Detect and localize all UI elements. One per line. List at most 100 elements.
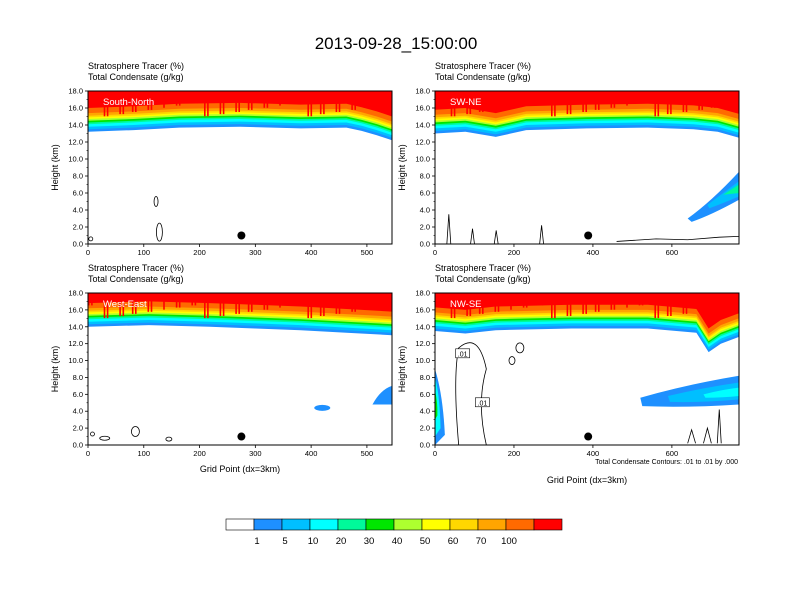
contour-line: [88, 236, 94, 242]
tracer-spike: [713, 91, 716, 108]
y-tick-label: 8.0: [73, 373, 83, 382]
contour-label-box: [455, 348, 470, 359]
tracer-spike: [453, 91, 456, 117]
tracer-spike: [175, 91, 178, 106]
plume-core: [703, 387, 739, 398]
location-marker: [584, 432, 593, 441]
y-axis-label: Height (km): [50, 144, 60, 191]
tracer-spike: [525, 91, 528, 106]
tracer-spike: [435, 293, 437, 306]
panel-tag: NW-SE: [450, 299, 482, 310]
tracer-spike: [91, 91, 93, 104]
tracer-spike: [654, 91, 656, 117]
tracer-spike: [354, 91, 356, 110]
colorbar-tick-label: 5: [282, 536, 287, 547]
x-tick-label: 200: [508, 449, 521, 458]
tracer-spike: [698, 91, 700, 110]
tracer-spike: [279, 293, 281, 308]
contour-line: [99, 435, 111, 441]
tracer-spike: [379, 293, 382, 308]
tracer-spikes: [435, 91, 732, 117]
tracer-field: [435, 293, 739, 445]
x-tick-label: 400: [305, 248, 318, 257]
colorbar-swatch: [281, 518, 311, 531]
panel-nw-se: Stratosphere Tracer (%)Total Condensate …: [397, 263, 740, 485]
x-tick-label: 0: [433, 449, 437, 458]
colorbar-swatch: [337, 518, 367, 531]
tracer-spike: [307, 293, 309, 319]
y-tick-label: 18.0: [68, 87, 83, 96]
tracer-spike: [510, 293, 512, 310]
tracer-spike: [204, 293, 206, 319]
tracer-spike: [435, 91, 437, 104]
tracer-spike: [163, 293, 165, 310]
tracer-spike: [366, 293, 369, 310]
y-tick-label: 8.0: [420, 172, 430, 181]
tracer-spikes: [88, 293, 385, 319]
tracer-spike: [150, 91, 153, 110]
tracer-spike: [551, 91, 553, 117]
contour-line: [446, 214, 544, 244]
tracer-spike: [191, 293, 193, 306]
tracer-spike: [310, 293, 313, 319]
tracer-spike: [119, 293, 121, 316]
tracer-spike: [222, 293, 225, 316]
tracer-spike: [131, 91, 134, 112]
colorbar-swatch: [505, 518, 535, 531]
tracer-spike: [582, 91, 584, 112]
tracer-spike: [525, 293, 528, 308]
y-tick-label: 12.0: [68, 138, 83, 147]
contour-line: [508, 356, 516, 365]
y-tick-label: 4.0: [420, 407, 430, 416]
tracer-spike: [538, 293, 540, 306]
tracer-spike: [88, 91, 90, 104]
x-tick-label: 100: [138, 248, 151, 257]
blob-blue: [314, 404, 331, 411]
tracer-spike: [103, 91, 106, 117]
x-tick-label: 500: [361, 449, 374, 458]
tracer-spike: [626, 293, 628, 308]
tracer-spike: [207, 293, 209, 319]
plot-header-condensate: Total Condensate (g/kg): [435, 274, 531, 284]
tracer-spike: [207, 91, 209, 117]
tracer-spike: [494, 91, 497, 110]
colorbar-tick-label: 50: [420, 536, 431, 547]
contour-line: [165, 436, 173, 442]
tracer-spike: [238, 91, 240, 112]
y-tick-label: 10.0: [68, 356, 83, 365]
tracer-spike: [279, 91, 281, 106]
tracer-field: [88, 293, 392, 445]
tracer-spike: [335, 91, 338, 112]
y-tick-label: 16.0: [415, 305, 430, 314]
tracer-spike: [666, 293, 669, 316]
panel-tag: SW-NE: [450, 97, 482, 108]
tracer-spike: [641, 293, 644, 306]
tracer-spike: [351, 293, 353, 312]
tracer-spike: [613, 293, 616, 310]
colorbar-swatch: [253, 518, 283, 531]
tracer-spike: [266, 91, 269, 108]
y-tick-label: 6.0: [73, 390, 83, 399]
location-marker: [584, 231, 593, 240]
plot-header-tracer: Stratosphere Tracer (%): [435, 61, 531, 71]
tracer-spike: [351, 91, 353, 110]
tracer-spike: [219, 91, 222, 115]
tracer-spike: [698, 293, 700, 312]
tracer-spike: [91, 293, 93, 306]
tracer-spike: [610, 91, 613, 108]
y-tick-label: 6.0: [73, 189, 83, 198]
y-tick-label: 14.0: [415, 322, 430, 331]
colorbar-tick-label: 1: [254, 536, 259, 547]
tracer-spike: [194, 293, 197, 306]
contour-line: [90, 431, 95, 437]
tracer-spike: [466, 91, 468, 115]
colorbar: 1 5 10 20 30 40 50 60 70 100: [225, 518, 563, 547]
tracer-spike: [319, 293, 322, 316]
tracer-spike: [685, 91, 688, 112]
x-tick-label: 500: [361, 248, 374, 257]
tracer-spike: [178, 293, 181, 308]
tracer-spike: [335, 293, 338, 314]
tracer-spike: [122, 91, 125, 115]
y-tick-label: 12.0: [68, 339, 83, 348]
